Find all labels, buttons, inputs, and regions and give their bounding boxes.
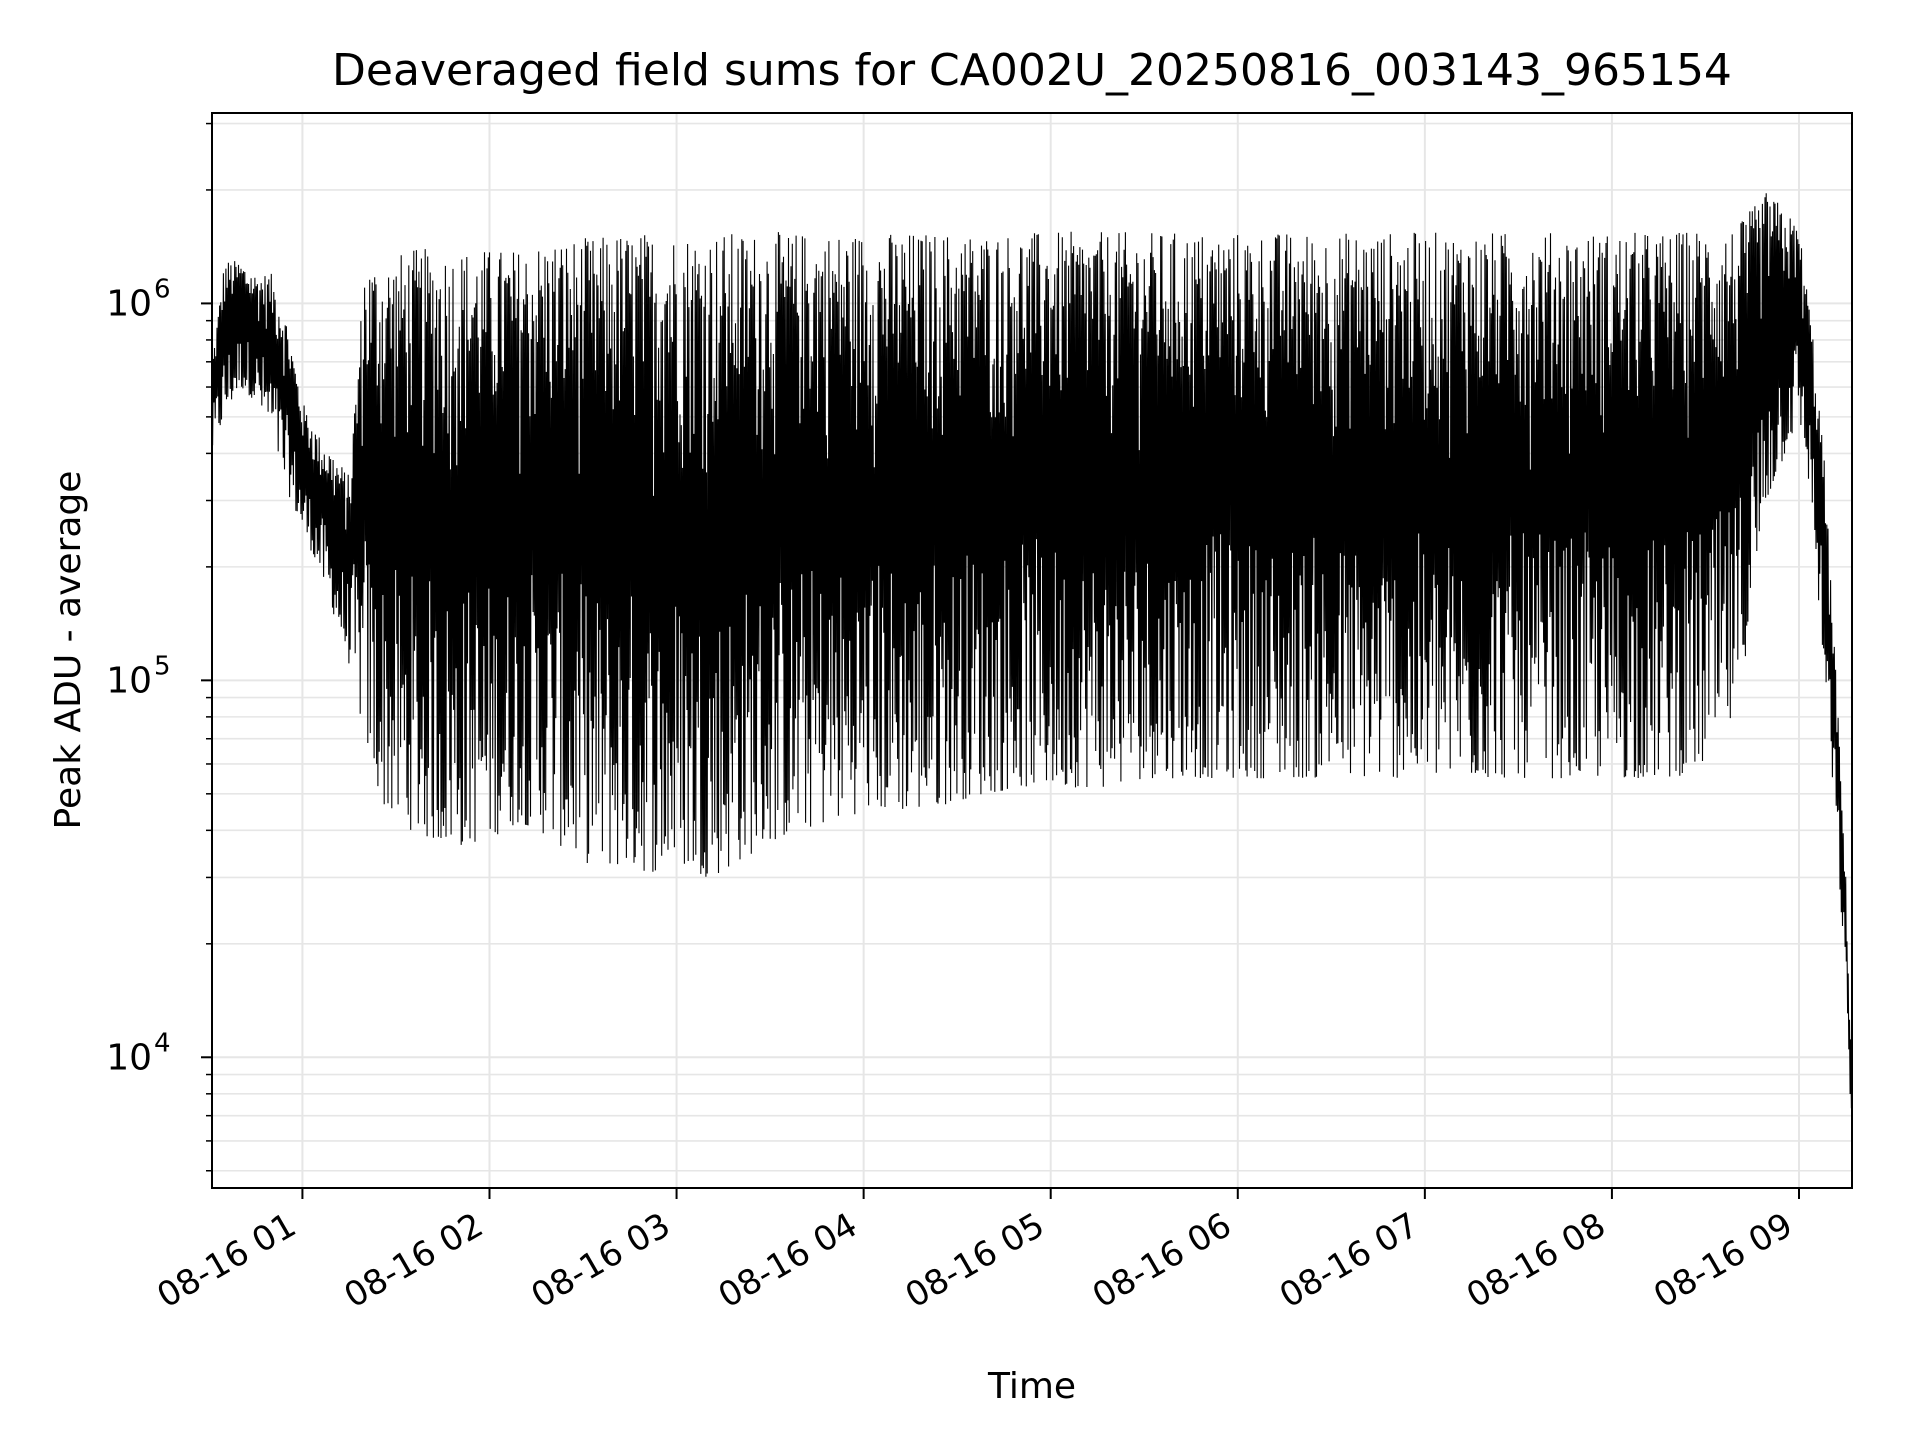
y-tick-label: 10 bbox=[106, 660, 152, 701]
x-axis-label: Time bbox=[987, 1366, 1076, 1407]
series-trace bbox=[212, 193, 1852, 1109]
y-tick-exponent: 6 bbox=[154, 274, 171, 304]
y-tick-exponent: 4 bbox=[154, 1028, 171, 1058]
y-tick-label: 10 bbox=[106, 1037, 152, 1078]
plot-frame bbox=[211, 112, 1853, 1189]
y-tick-exponent: 5 bbox=[154, 651, 171, 681]
y-tick-label: 10 bbox=[106, 283, 152, 324]
series-line bbox=[212, 193, 1852, 1109]
y-axis-label: Peak ADU - average bbox=[48, 471, 89, 830]
chart-title: Deaveraged field sums for CA002U_2025081… bbox=[332, 45, 1732, 96]
